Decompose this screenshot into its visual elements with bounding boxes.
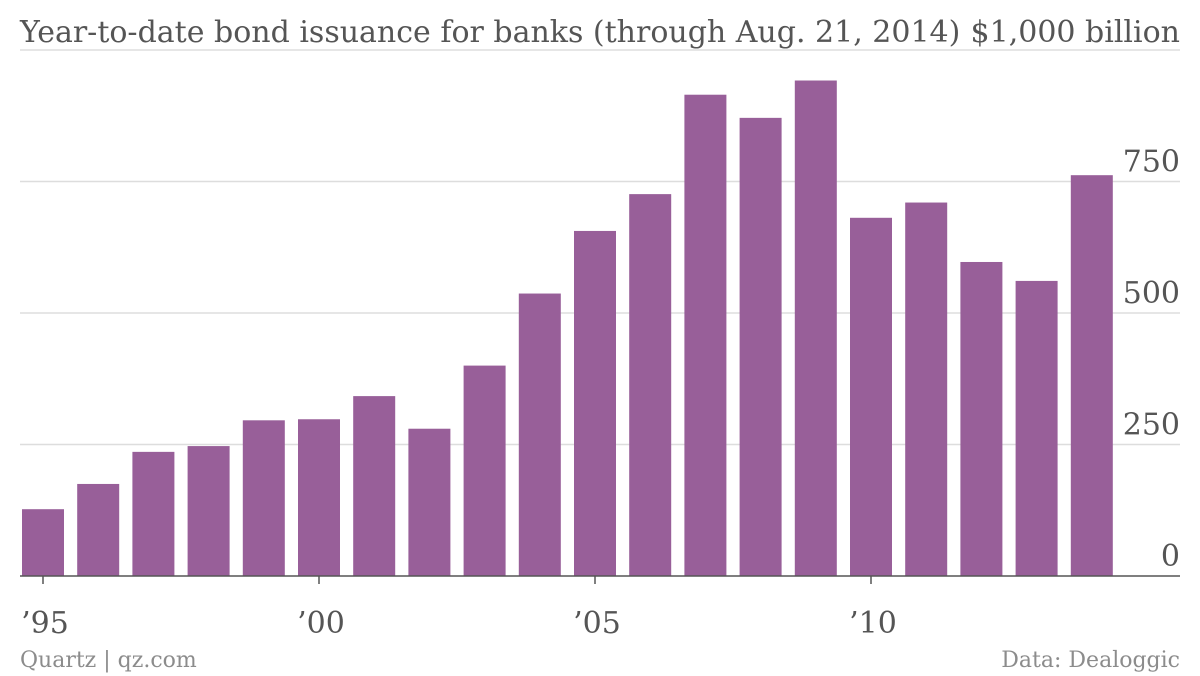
- x-tick-label: ’10: [849, 606, 897, 641]
- bar-2006: [629, 194, 672, 576]
- bar-2008: [739, 117, 782, 576]
- bar-2011: [905, 202, 948, 577]
- bar-1997: [132, 451, 175, 576]
- bar-2000: [298, 419, 340, 576]
- bar-1998: [187, 446, 230, 576]
- source-right: Data: Dealoggic: [1001, 648, 1180, 673]
- bar-2009: [794, 80, 837, 577]
- x-tick-label: ’95: [21, 606, 69, 641]
- chart-title: Year-to-date bond issuance for banks (th…: [19, 15, 960, 50]
- bar-2002: [408, 428, 451, 576]
- bar-1999: [242, 420, 285, 576]
- y-tick-labels: 0 250 500 750: [1123, 145, 1180, 575]
- y-tick-label: 250: [1123, 408, 1180, 443]
- bar-2014: [1070, 175, 1113, 577]
- y-tick-label: 500: [1123, 276, 1180, 311]
- x-tick-labels: ’95 ’00 ’05 ’10: [21, 576, 897, 641]
- bar-2003: [463, 365, 506, 576]
- bar-2005: [574, 230, 616, 576]
- bar-2007: [684, 94, 727, 577]
- x-tick-label: ’05: [573, 606, 621, 641]
- x-tick-label: ’00: [297, 606, 345, 641]
- bar-2001: [353, 396, 396, 576]
- bar-2012: [960, 261, 1003, 576]
- bar-2010: [850, 217, 892, 576]
- y-tick-label: 750: [1123, 145, 1180, 180]
- y-axis-top-label: $1,000 billion: [971, 15, 1180, 50]
- y-tick-label: 0: [1161, 539, 1180, 574]
- bar-2013: [1015, 280, 1058, 576]
- bars: [22, 80, 1113, 577]
- bar-1995: [22, 509, 64, 576]
- bar-1996: [77, 483, 120, 576]
- bar-2004: [518, 293, 561, 576]
- source-left: Quartz | qz.com: [20, 648, 197, 673]
